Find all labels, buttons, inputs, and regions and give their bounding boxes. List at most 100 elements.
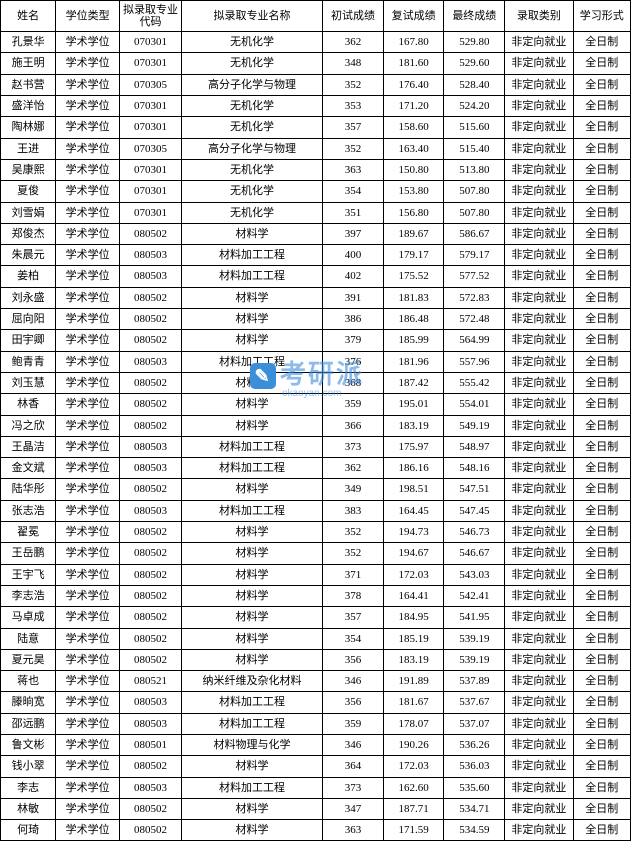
table-cell: 070301 [120, 202, 182, 223]
table-row: 鲍青青学术学位080503材料加工工程376181.96557.96非定向就业全… [1, 351, 631, 372]
table-cell: 070305 [120, 74, 182, 95]
table-cell: 352 [323, 543, 384, 564]
table-cell: 全日制 [573, 820, 630, 841]
table-cell: 学术学位 [56, 564, 120, 585]
table-cell: 373 [323, 436, 384, 457]
table-cell: 全日制 [573, 96, 630, 117]
col-degree: 学位类型 [56, 1, 120, 32]
table-cell: 学术学位 [56, 820, 120, 841]
table-cell: 陆意 [1, 628, 56, 649]
table-cell: 金文斌 [1, 458, 56, 479]
table-cell: 王宇飞 [1, 564, 56, 585]
table-row: 盛洋怡学术学位070301无机化学353171.20524.20非定向就业全日制 [1, 96, 631, 117]
table-cell: 080501 [120, 734, 182, 755]
table-cell: 536.26 [444, 734, 505, 755]
table-cell: 195.01 [383, 394, 444, 415]
table-cell: 学术学位 [56, 223, 120, 244]
table-cell: 吴康熙 [1, 159, 56, 180]
table-cell: 349 [323, 479, 384, 500]
table-cell: 全日制 [573, 798, 630, 819]
table-cell: 非定向就业 [505, 692, 573, 713]
table-cell: 537.67 [444, 692, 505, 713]
table-cell: 379 [323, 330, 384, 351]
table-cell: 176.40 [383, 74, 444, 95]
table-cell: 397 [323, 223, 384, 244]
table-cell: 541.95 [444, 607, 505, 628]
table-cell: 学术学位 [56, 394, 120, 415]
table-cell: 材料学 [181, 479, 322, 500]
table-cell: 非定向就业 [505, 543, 573, 564]
table-cell: 080503 [120, 266, 182, 287]
table-cell: 田宇卿 [1, 330, 56, 351]
table-cell: 材料学 [181, 415, 322, 436]
table-cell: 非定向就业 [505, 245, 573, 266]
table-cell: 175.52 [383, 266, 444, 287]
table-cell: 185.99 [383, 330, 444, 351]
table-row: 李志浩学术学位080502材料学378164.41542.41非定向就业全日制 [1, 585, 631, 606]
table-cell: 080502 [120, 415, 182, 436]
table-cell: 383 [323, 500, 384, 521]
table-cell: 080502 [120, 372, 182, 393]
table-cell: 无机化学 [181, 117, 322, 138]
table-row: 蒋也学术学位080521纳米纤维及杂化材料346191.89537.89非定向就… [1, 671, 631, 692]
table-cell: 材料加工工程 [181, 436, 322, 457]
table-cell: 孔景华 [1, 32, 56, 53]
table-cell: 352 [323, 74, 384, 95]
table-cell: 非定向就业 [505, 649, 573, 670]
table-cell: 学术学位 [56, 458, 120, 479]
table-cell: 学术学位 [56, 287, 120, 308]
table-row: 陶林娜学术学位070301无机化学357158.60515.60非定向就业全日制 [1, 117, 631, 138]
table-cell: 513.80 [444, 159, 505, 180]
table-cell: 537.07 [444, 713, 505, 734]
table-cell: 学术学位 [56, 522, 120, 543]
table-cell: 080503 [120, 351, 182, 372]
table-cell: 080503 [120, 500, 182, 521]
table-cell: 全日制 [573, 607, 630, 628]
table-cell: 179.17 [383, 245, 444, 266]
table-cell: 162.60 [383, 777, 444, 798]
header-row: 姓名 学位类型 拟录取专业 代码 拟录取专业名称 初试成绩 复试成绩 最终成绩 … [1, 1, 631, 32]
table-cell: 材料学 [181, 585, 322, 606]
table-cell: 080502 [120, 287, 182, 308]
table-cell: 非定向就业 [505, 564, 573, 585]
table-row: 赵书营学术学位070305高分子化学与物理352176.40528.40非定向就… [1, 74, 631, 95]
table-row: 陆华彤学术学位080502材料学349198.51547.51非定向就业全日制 [1, 479, 631, 500]
col-score3: 最终成绩 [444, 1, 505, 32]
table-cell: 李志 [1, 777, 56, 798]
table-cell: 528.40 [444, 74, 505, 95]
table-cell: 无机化学 [181, 159, 322, 180]
table-cell: 546.67 [444, 543, 505, 564]
table-cell: 全日制 [573, 117, 630, 138]
table-cell: 全日制 [573, 351, 630, 372]
table-cell: 586.67 [444, 223, 505, 244]
table-cell: 高分子化学与物理 [181, 74, 322, 95]
table-cell: 全日制 [573, 245, 630, 266]
table-cell: 学术学位 [56, 351, 120, 372]
table-row: 王宇飞学术学位080502材料学371172.03543.03非定向就业全日制 [1, 564, 631, 585]
table-cell: 全日制 [573, 309, 630, 330]
table-cell: 378 [323, 585, 384, 606]
table-row: 姜柏学术学位080503材料加工工程402175.52577.52非定向就业全日… [1, 266, 631, 287]
table-cell: 555.42 [444, 372, 505, 393]
table-cell: 164.41 [383, 585, 444, 606]
table-cell: 164.45 [383, 500, 444, 521]
table-cell: 非定向就业 [505, 202, 573, 223]
table-cell: 非定向就业 [505, 479, 573, 500]
table-cell: 546.73 [444, 522, 505, 543]
table-row: 夏元昊学术学位080502材料学356183.19539.19非定向就业全日制 [1, 649, 631, 670]
table-cell: 无机化学 [181, 202, 322, 223]
table-cell: 080502 [120, 479, 182, 500]
table-cell: 368 [323, 372, 384, 393]
table-cell: 080502 [120, 564, 182, 585]
table-cell: 524.20 [444, 96, 505, 117]
table-cell: 178.07 [383, 713, 444, 734]
table-cell: 507.80 [444, 202, 505, 223]
table-cell: 080502 [120, 820, 182, 841]
table-cell: 534.71 [444, 798, 505, 819]
table-cell: 材料学 [181, 820, 322, 841]
table-cell: 080503 [120, 713, 182, 734]
table-row: 金文斌学术学位080503材料加工工程362186.16548.16非定向就业全… [1, 458, 631, 479]
table-cell: 材料学 [181, 649, 322, 670]
table-cell: 全日制 [573, 522, 630, 543]
table-cell: 153.80 [383, 181, 444, 202]
